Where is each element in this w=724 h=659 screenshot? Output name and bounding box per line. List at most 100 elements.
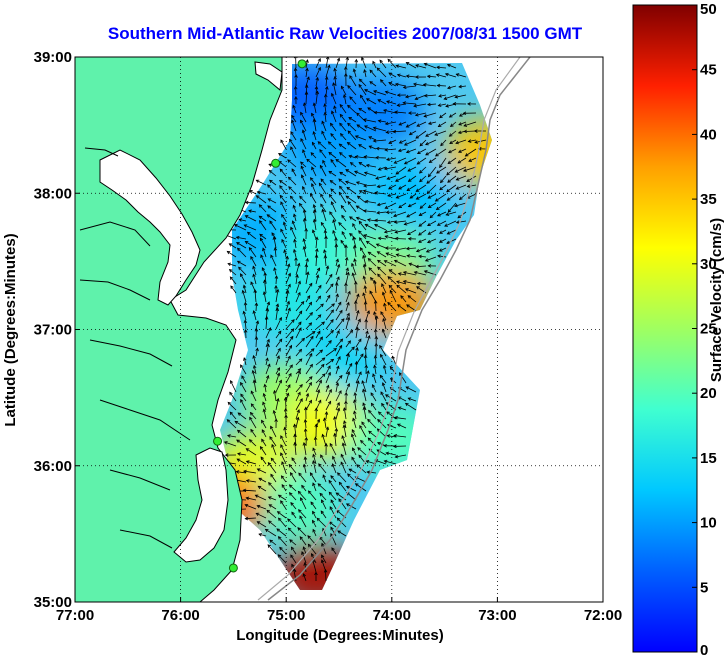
vector-arrowhead: [349, 329, 354, 334]
vector-arrowhead: [269, 436, 273, 440]
vector-arrow: [271, 444, 277, 456]
vector-arrowhead: [348, 216, 353, 220]
vector-arrow: [374, 280, 377, 294]
vector-arrowhead: [314, 423, 319, 428]
vector-arrow: [388, 72, 397, 78]
vector-arrowhead: [428, 159, 433, 163]
vector-arrowhead: [337, 356, 341, 360]
vector-arrow: [369, 145, 377, 150]
vector-arrow: [280, 444, 287, 456]
vector-arrowhead: [356, 293, 360, 298]
vector-arrowhead: [385, 252, 390, 256]
vector-arrowhead: [241, 375, 245, 379]
vector-arrow: [386, 157, 397, 161]
vector-arrowhead: [419, 142, 424, 147]
vector-arrowhead: [344, 400, 348, 405]
vector-arrow: [236, 471, 247, 474]
vector-arrowhead: [302, 463, 307, 468]
vector-arrow: [439, 229, 447, 234]
vector-arrowhead: [235, 470, 240, 474]
vector-arrow: [428, 121, 437, 125]
vector-arrowhead: [463, 168, 467, 172]
vector-arrow: [328, 141, 337, 150]
vector-arrowhead: [341, 231, 345, 235]
vector-arrowhead: [332, 82, 336, 86]
vector-arrowhead: [362, 402, 366, 407]
vector-arrow: [373, 90, 387, 96]
vector-arrow: [312, 454, 317, 465]
vector-arrow: [305, 283, 313, 294]
vector-arrowhead: [386, 157, 390, 162]
vector-arrow: [429, 211, 437, 219]
vector-arrowhead: [228, 243, 233, 247]
vector-arrow: [310, 177, 317, 186]
vector-arrow: [315, 336, 323, 348]
vector-arrow: [374, 355, 377, 366]
vector-arrowhead: [388, 72, 393, 76]
vector-arrowhead: [468, 158, 472, 162]
vector-arrowhead: [380, 353, 384, 358]
vector-arrow: [345, 257, 348, 267]
x-tick-label: 73:00: [478, 607, 516, 624]
vector-arrow: [305, 348, 315, 357]
vector-arrowhead: [458, 149, 462, 153]
vector-arrowhead: [358, 454, 362, 459]
vector-arrow: [317, 483, 327, 492]
vector-arrow: [449, 112, 457, 118]
vector-arrowhead: [438, 94, 442, 98]
vector-arrowhead: [372, 126, 377, 130]
vector-arrow: [240, 399, 247, 411]
vector-arrowhead: [311, 331, 316, 335]
vector-arrowhead: [416, 150, 421, 154]
vector-arrow: [419, 175, 427, 182]
vector-arrowhead: [381, 402, 385, 407]
vector-arrow: [374, 459, 387, 465]
vector-arrow: [361, 421, 367, 429]
vector-arrowhead: [383, 260, 388, 264]
vector-arrowhead: [345, 503, 350, 507]
vector-arrowhead: [243, 329, 248, 333]
vector-arrow: [303, 209, 307, 222]
vector-arrow: [295, 338, 305, 348]
vector-arrow: [339, 186, 347, 195]
vector-arrowhead: [427, 173, 432, 178]
vector-arrowhead: [283, 396, 288, 401]
vector-arrowhead: [289, 138, 293, 143]
vector-arrowhead: [327, 400, 332, 405]
vector-arrowhead: [242, 284, 247, 289]
vector-arrowhead: [321, 321, 326, 326]
vector-arrowhead: [347, 104, 351, 109]
vector-arrow: [349, 96, 357, 105]
vector-arrowhead: [266, 338, 270, 343]
vector-arrow: [260, 456, 267, 465]
vector-arrowhead: [458, 84, 462, 89]
vector-arrowhead: [385, 402, 390, 406]
vector-arrowhead: [291, 119, 295, 124]
vector-arrow: [368, 267, 377, 276]
vector-arrowhead: [261, 419, 265, 424]
vector-arrowhead: [386, 434, 391, 438]
vector-arrowhead: [363, 234, 367, 238]
vector-arrowhead: [237, 412, 242, 416]
vector-arrowhead: [325, 57, 330, 60]
vector-arrowhead: [334, 282, 339, 286]
vector-arrow: [280, 500, 287, 510]
vector-arrow: [257, 521, 267, 528]
vector-arrowhead: [312, 118, 317, 123]
vector-arrowhead: [336, 365, 340, 370]
vector-arrow: [240, 273, 247, 285]
vector-arrowhead: [444, 72, 449, 77]
vector-arrowhead: [329, 442, 333, 447]
vector-arrowhead: [446, 197, 451, 201]
vector-arrowhead: [292, 204, 296, 209]
vector-arrow: [446, 166, 457, 176]
vector-arrow: [368, 258, 377, 267]
vector-arrow: [341, 231, 347, 240]
vector-arrowhead: [317, 295, 322, 300]
vector-arrow: [346, 492, 357, 501]
vector-arrowhead: [414, 75, 419, 79]
vector-arrowhead: [277, 330, 282, 335]
vector-arrowhead: [291, 563, 295, 568]
vector-arrow: [382, 329, 387, 339]
vector-arrow: [363, 407, 367, 420]
